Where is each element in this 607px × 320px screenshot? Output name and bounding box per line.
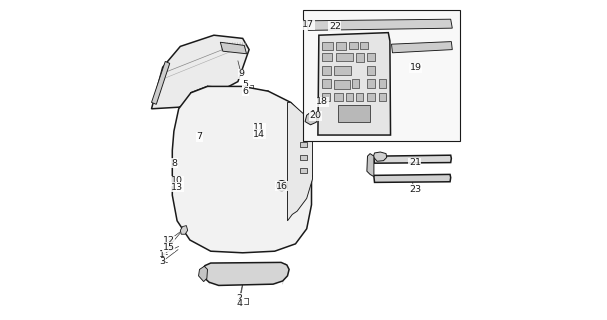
- Bar: [379, 79, 385, 88]
- Bar: [361, 42, 368, 49]
- Polygon shape: [152, 61, 170, 104]
- Polygon shape: [172, 86, 311, 253]
- Bar: [303, 10, 460, 141]
- Text: 7: 7: [197, 132, 203, 141]
- Text: 13: 13: [171, 183, 183, 192]
- Polygon shape: [367, 154, 374, 177]
- Polygon shape: [374, 155, 452, 163]
- Polygon shape: [288, 102, 313, 221]
- Circle shape: [277, 180, 287, 191]
- Polygon shape: [307, 19, 452, 30]
- Text: 15: 15: [163, 243, 174, 252]
- Bar: [300, 142, 307, 147]
- Text: 20: 20: [310, 111, 322, 120]
- Text: 12: 12: [163, 236, 174, 245]
- Text: 14: 14: [253, 130, 265, 139]
- Bar: [336, 53, 353, 61]
- Polygon shape: [374, 174, 451, 182]
- Text: 19: 19: [410, 63, 421, 72]
- Circle shape: [279, 183, 284, 188]
- Text: 17: 17: [302, 20, 314, 29]
- Bar: [334, 93, 343, 101]
- Bar: [338, 105, 370, 122]
- Polygon shape: [202, 262, 289, 285]
- Bar: [349, 42, 358, 49]
- Bar: [300, 168, 307, 173]
- Bar: [356, 53, 364, 62]
- Bar: [367, 93, 375, 101]
- Text: 5: 5: [242, 80, 248, 89]
- Bar: [334, 66, 351, 75]
- Polygon shape: [198, 266, 208, 282]
- Polygon shape: [318, 33, 390, 135]
- Text: 11: 11: [253, 124, 265, 132]
- Bar: [379, 93, 385, 101]
- Bar: [322, 79, 331, 88]
- Polygon shape: [220, 42, 246, 54]
- Text: 22: 22: [329, 22, 341, 31]
- Bar: [367, 66, 375, 75]
- Polygon shape: [152, 35, 249, 109]
- Text: 1: 1: [159, 250, 165, 259]
- Bar: [322, 42, 333, 50]
- Text: 21: 21: [409, 158, 421, 167]
- Bar: [322, 53, 331, 61]
- Bar: [367, 53, 375, 61]
- Text: 9: 9: [238, 69, 244, 78]
- Polygon shape: [180, 226, 188, 234]
- Text: 2: 2: [237, 294, 243, 303]
- Text: 10: 10: [171, 176, 183, 185]
- Bar: [351, 79, 359, 88]
- Bar: [322, 93, 330, 101]
- Bar: [336, 42, 346, 50]
- Text: 4: 4: [237, 300, 243, 308]
- Text: 6: 6: [242, 87, 248, 96]
- Bar: [346, 93, 353, 101]
- Text: 3: 3: [159, 257, 165, 266]
- Polygon shape: [305, 110, 317, 125]
- Text: 18: 18: [316, 97, 328, 106]
- Bar: [300, 155, 307, 160]
- Polygon shape: [373, 152, 387, 161]
- Bar: [356, 93, 364, 101]
- Text: 23: 23: [409, 185, 421, 194]
- Bar: [334, 80, 350, 89]
- Text: 8: 8: [172, 159, 178, 168]
- Bar: [322, 66, 331, 75]
- Text: 16: 16: [276, 182, 288, 191]
- Polygon shape: [392, 42, 452, 53]
- Bar: [367, 79, 375, 88]
